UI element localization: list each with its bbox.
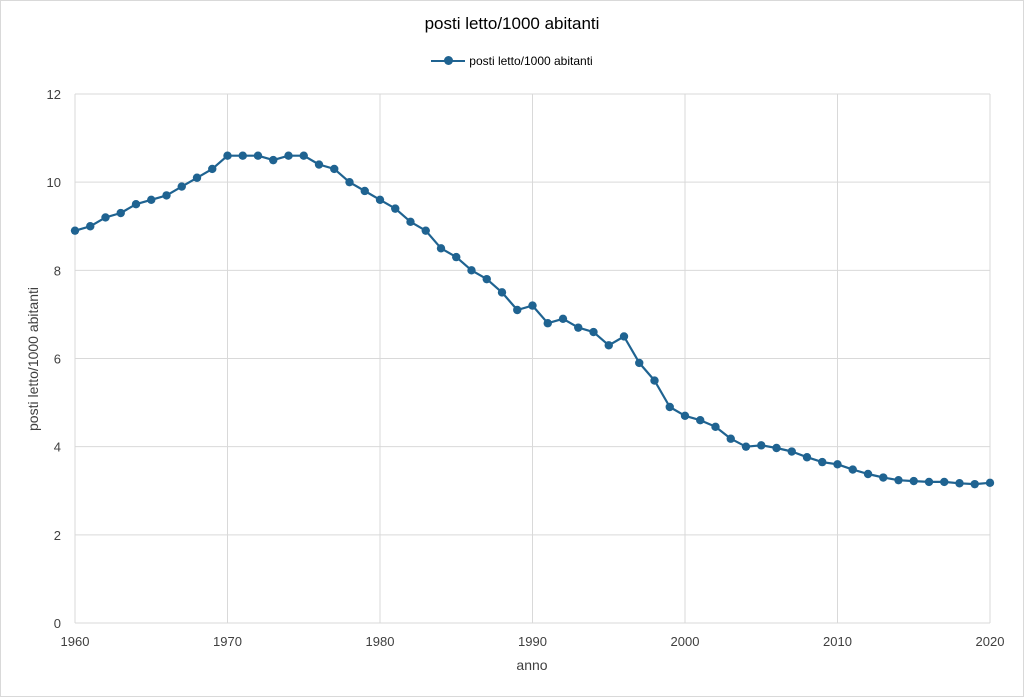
- data-point: [101, 213, 110, 222]
- data-point: [635, 358, 644, 368]
- data-point: [879, 473, 888, 482]
- data-point: [208, 164, 217, 174]
- data-point: [330, 164, 339, 174]
- x-tick-label: 1970: [213, 634, 242, 649]
- chart-title: posti letto/1000 abitanti: [424, 14, 600, 33]
- data-point: [604, 341, 613, 350]
- data-point: [940, 477, 949, 487]
- data-point: [162, 191, 171, 200]
- y-tick-label: 12: [47, 87, 61, 102]
- data-point: [482, 274, 491, 284]
- data-point: [741, 442, 751, 451]
- data-point: [421, 226, 430, 235]
- series-group: [70, 151, 995, 489]
- y-tick-label: 4: [54, 440, 61, 455]
- data-point: [360, 186, 369, 196]
- data-point: [863, 469, 873, 479]
- data-point: [818, 457, 827, 467]
- data-point: [375, 195, 385, 204]
- data-point: [802, 453, 812, 462]
- data-point: [391, 204, 400, 213]
- data-point: [619, 332, 629, 341]
- data-point: [711, 422, 720, 432]
- data-point: [970, 479, 979, 489]
- data-point: [543, 319, 552, 328]
- data-point: [894, 475, 903, 485]
- data-point: [406, 217, 415, 227]
- data-point: [467, 266, 476, 275]
- data-point: [757, 441, 766, 450]
- data-point: [696, 416, 705, 425]
- data-point: [314, 160, 324, 169]
- data-point: [116, 208, 125, 218]
- data-point: [131, 200, 141, 209]
- data-point: [284, 151, 293, 160]
- data-point: [772, 443, 781, 453]
- data-point: [787, 447, 796, 456]
- data-point: [223, 151, 232, 160]
- y-tick-label: 10: [47, 175, 61, 190]
- data-point: [726, 434, 735, 443]
- data-point: [650, 376, 659, 385]
- x-tick-label: 2010: [823, 634, 852, 649]
- x-tick-label: 1960: [61, 634, 90, 649]
- data-point: [70, 226, 80, 235]
- data-point: [86, 222, 95, 231]
- data-point: [833, 460, 842, 469]
- y-tick-label: 8: [54, 263, 61, 278]
- legend-label: posti letto/1000 abitanti: [469, 54, 593, 68]
- data-point: [924, 477, 934, 487]
- legend: posti letto/1000 abitanti: [0, 54, 1024, 68]
- legend-marker: [431, 56, 466, 66]
- data-point: [589, 327, 598, 337]
- data-point: [177, 182, 186, 191]
- data-point: [238, 151, 247, 160]
- data-point: [513, 305, 522, 315]
- data-point: [253, 151, 263, 160]
- y-axis-ticks: 0 2 4 6 8 10 12: [47, 87, 61, 631]
- data-point: [574, 323, 583, 332]
- data-point: [147, 195, 156, 204]
- data-point: [436, 244, 446, 253]
- y-tick-label: 6: [54, 352, 61, 367]
- x-axis-title: anno: [516, 657, 547, 673]
- data-point: [452, 252, 461, 262]
- data-point: [909, 476, 918, 486]
- y-axis-title: posti letto/1000 abitanti: [25, 287, 41, 431]
- y-tick-label: 0: [54, 616, 61, 631]
- x-tick-label: 2020: [976, 634, 1005, 649]
- data-point: [665, 402, 674, 412]
- data-point: [680, 411, 690, 421]
- data-point: [345, 177, 354, 187]
- data-point: [497, 288, 507, 297]
- x-tick-label: 2000: [671, 634, 700, 649]
- data-point: [558, 314, 568, 324]
- data-point: [955, 479, 964, 488]
- data-point: [269, 155, 278, 165]
- x-tick-label: 1980: [366, 634, 395, 649]
- x-axis-ticks: 1960 1970 1980 1990 2000 2010 2020: [61, 634, 1005, 649]
- y-tick-label: 2: [54, 528, 61, 543]
- data-point: [528, 301, 537, 310]
- gridlines: [74, 93, 991, 624]
- data-point: [848, 465, 857, 474]
- data-point: [985, 478, 995, 488]
- data-point: [299, 151, 308, 160]
- data-point: [192, 173, 202, 182]
- x-tick-label: 1990: [518, 634, 547, 649]
